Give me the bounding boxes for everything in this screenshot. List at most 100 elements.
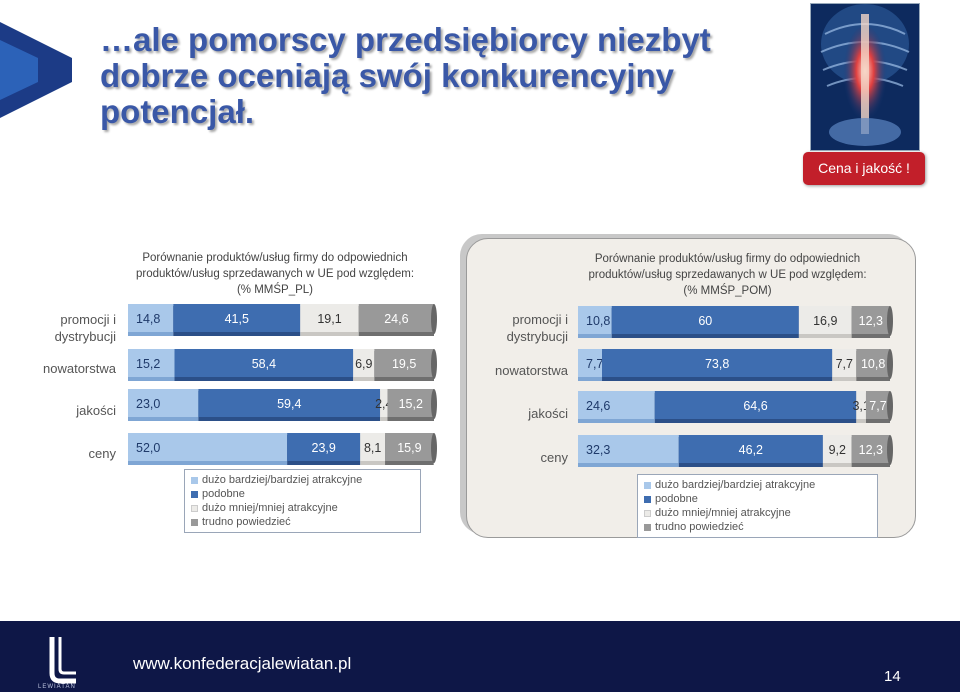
legend-swatch — [191, 518, 198, 526]
bar-segment — [856, 349, 890, 377]
category-label-line: ceny — [88, 446, 116, 461]
bar-segment — [360, 433, 386, 461]
bar-segment — [856, 391, 866, 419]
page-number: 14 — [884, 668, 901, 685]
website-link[interactable]: www.konfederacjalewiatan.pl — [133, 654, 352, 673]
bar-segment — [387, 389, 434, 417]
legend-item: podobne — [191, 487, 414, 501]
legend-item: dużo bardziej/bardziej atrakcyjne — [191, 473, 414, 487]
bar-segment — [173, 304, 301, 332]
chart-pom-plot: 10,8 60 16,9 12,37,7 73,8 7,7 10,824,6 64,6 3,1 7… — [578, 306, 893, 467]
data-label: 15,2 — [399, 397, 423, 411]
data-label: 73,8 — [705, 357, 729, 371]
data-label: 12,3 — [859, 314, 883, 328]
data-label: 19,5 — [392, 357, 416, 371]
bar-segment — [578, 391, 655, 419]
legend-label: dużo bardziej/bardziej atrakcyjne — [655, 479, 816, 491]
bar-segment — [128, 304, 174, 332]
chart-pl-category-label: jakości — [10, 402, 116, 419]
bar-row: 32,3 46,2 9,2 12,3 — [578, 435, 893, 467]
decorative-chevron-shape — [0, 22, 72, 118]
category-label-line: dystrybucji — [506, 329, 568, 344]
chart-pl-title: Porównanie produktów/usług firmy do odpo… — [125, 250, 425, 298]
chart-pom-title-line: produktów/usług sprzedawanych w UE pod w… — [588, 269, 867, 281]
bar-row: 23,0 59,4 2,4 15,2 — [128, 389, 437, 421]
data-label: 3,1 — [852, 399, 869, 413]
bar-end-cap — [431, 389, 437, 419]
chart-pom-title: Porównanie produktów/usług firmy do odpo… — [575, 251, 880, 299]
legend-swatch — [644, 509, 651, 517]
category-label-line: promocji i — [512, 312, 568, 327]
bar-segment — [128, 433, 288, 461]
bar-segment — [128, 389, 199, 417]
bar-segment — [654, 391, 857, 419]
bar-segment — [832, 349, 857, 377]
legend-label: dużo mniej/mniej atrakcyjne — [202, 502, 338, 514]
bar-row: 7,7 73,8 7,7 10,8 — [578, 349, 893, 381]
lewiatan-logo-icon — [49, 637, 76, 684]
bar-segment — [678, 435, 823, 463]
bar-row: 10,8 60 16,9 12,3 — [578, 306, 893, 338]
legend-swatch — [644, 495, 651, 503]
bar-segment — [174, 349, 354, 377]
category-label-line: jakości — [76, 403, 116, 418]
chart-pom-title-line: Porównanie produktów/usług firmy do odpo… — [594, 253, 861, 265]
bar-segment — [851, 435, 890, 463]
legend-swatch — [191, 490, 198, 498]
data-label: 7,7 — [586, 357, 603, 371]
bar-segment — [300, 304, 359, 332]
legend-item: dużo mniej/mniej atrakcyjne — [191, 501, 414, 515]
bar-end-cap — [887, 435, 893, 465]
bar-segment — [358, 304, 434, 332]
bar-segment — [602, 349, 833, 377]
bar-end-cap — [431, 304, 437, 334]
logo-text: LEWIATAN — [38, 684, 76, 690]
data-label: 41,5 — [225, 312, 249, 326]
data-label: 8,1 — [364, 441, 381, 455]
data-label: 60 — [698, 314, 712, 328]
chart-pom-category-label: jakości — [470, 405, 568, 422]
legend-label: dużo bardziej/bardziej atrakcyjne — [202, 474, 363, 486]
chart-pl-category-label: ceny — [10, 445, 116, 462]
data-label: 46,2 — [739, 443, 763, 457]
category-label-line: jakości — [528, 406, 568, 421]
legend-label: podobne — [655, 493, 698, 505]
legend-item: podobne — [644, 492, 871, 506]
bar-segment — [578, 306, 612, 334]
bar-end-cap — [887, 349, 893, 379]
chart-pl-title-line: (% MMŚP_PL) — [236, 284, 314, 296]
data-label: 24,6 — [586, 399, 610, 413]
data-label: 9,2 — [829, 443, 846, 457]
legend-label: trudno powiedzieć — [655, 521, 744, 533]
data-label: 58,4 — [252, 357, 276, 371]
bar-segment — [385, 433, 434, 461]
chart-pl-title-line: produktów/usług sprzedawanych w UE pod w… — [135, 268, 415, 280]
data-label: 52,0 — [136, 441, 160, 455]
data-label: 15,9 — [397, 441, 421, 455]
data-label: 16,9 — [813, 314, 837, 328]
data-label: 10,8 — [586, 314, 610, 328]
chart-pl-category-label: nowatorstwa — [10, 360, 116, 377]
bar-segment — [380, 389, 388, 417]
bar-segment — [865, 391, 890, 419]
chart-pom-category-label: nowatorstwa — [470, 362, 568, 379]
bar-segment — [128, 349, 175, 377]
chart-pom-title-line: (% MMŚP_POM) — [683, 285, 772, 297]
spine-xray-image — [810, 3, 920, 151]
chart-pom-category-label: ceny — [470, 449, 568, 466]
bar-segment — [353, 349, 375, 377]
legend-item: dużo mniej/mniej atrakcyjne — [644, 506, 871, 520]
category-label-line: dystrybucji — [54, 329, 116, 344]
legend-swatch — [644, 481, 651, 489]
chart-pl-legend: dużo bardziej/bardziej atrakcyjne podobn… — [184, 469, 421, 533]
legend-label: dużo mniej/mniej atrakcyjne — [655, 507, 791, 519]
legend-swatch — [644, 523, 651, 531]
legend-item: trudno powiedzieć — [191, 515, 414, 529]
bar-segment — [851, 306, 890, 334]
bar-segment — [578, 349, 603, 377]
legend-swatch — [191, 504, 198, 512]
bar-row: 24,6 64,6 3,1 7,7 — [578, 391, 893, 423]
bar-segment — [374, 349, 434, 377]
bar-end-cap — [431, 349, 437, 379]
data-label: 6,9 — [355, 357, 372, 371]
